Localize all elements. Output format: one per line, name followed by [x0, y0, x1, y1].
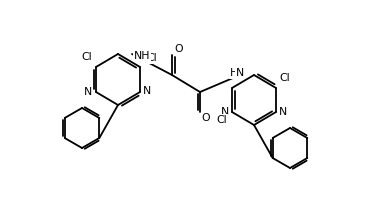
- Text: Cl: Cl: [82, 52, 92, 62]
- Text: O: O: [175, 44, 183, 54]
- Text: N: N: [279, 107, 287, 117]
- Text: N: N: [84, 87, 92, 97]
- Text: Cl: Cl: [147, 53, 157, 63]
- Text: N: N: [143, 86, 151, 96]
- Text: N: N: [236, 68, 244, 78]
- Text: NH: NH: [134, 51, 151, 61]
- Text: Cl: Cl: [280, 73, 290, 83]
- Text: H: H: [230, 68, 238, 78]
- Text: Cl: Cl: [217, 115, 227, 125]
- Text: O: O: [202, 113, 210, 123]
- Text: N: N: [221, 107, 229, 117]
